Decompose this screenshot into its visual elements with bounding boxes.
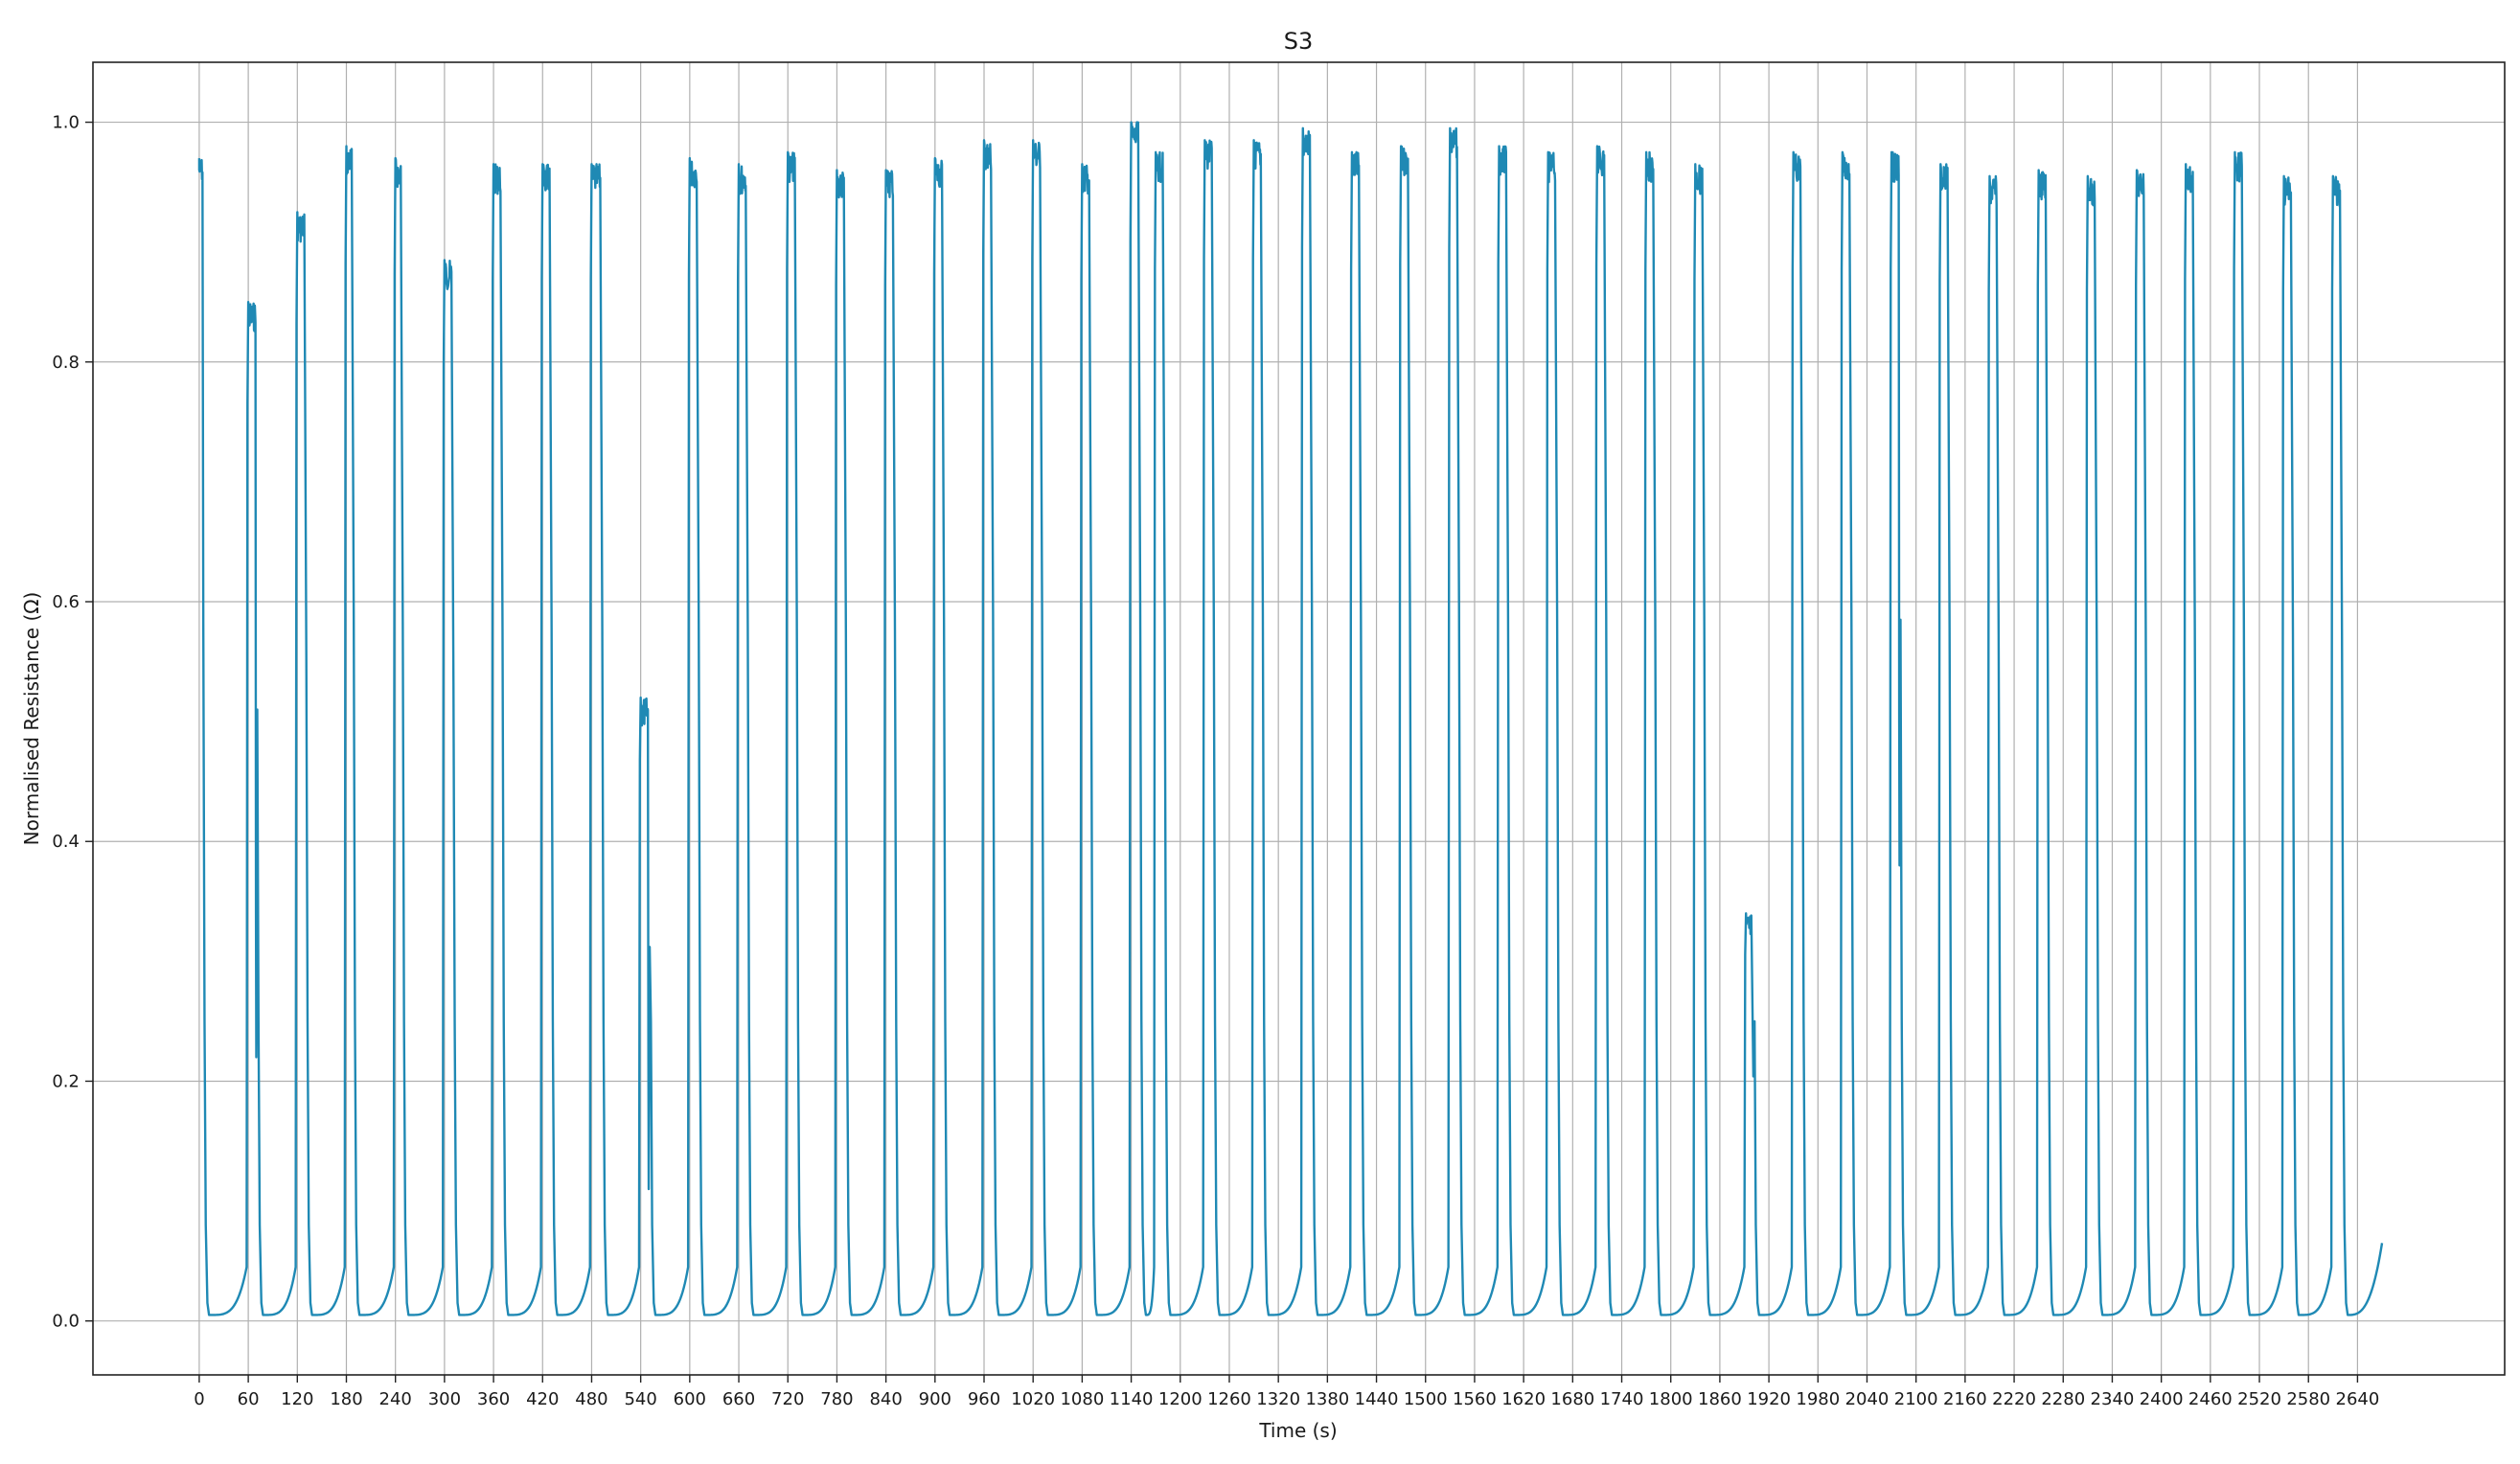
x-tick-label: 2580 <box>2286 1389 2330 1409</box>
data-layer <box>197 121 2384 1316</box>
y-tick-label: 1.0 <box>52 113 80 133</box>
x-tick-label: 60 <box>238 1389 260 1409</box>
y-tick-label: 0.8 <box>52 353 80 373</box>
x-tick-label: 2520 <box>2237 1389 2281 1409</box>
x-tick-label: 1620 <box>1501 1389 1546 1409</box>
x-tick-label: 2340 <box>2091 1389 2135 1409</box>
x-tick-label: 1440 <box>1355 1389 1399 1409</box>
y-tick-label: 0.6 <box>52 592 80 612</box>
y-axis-ticks: 0.0 0.2 0.4 0.6 0.8 1.0 <box>52 113 93 1332</box>
x-tick-label: 960 <box>968 1389 1000 1409</box>
x-tick-label: 720 <box>771 1389 804 1409</box>
x-tick-label: 1380 <box>1305 1389 1349 1409</box>
series-line <box>197 121 2384 1316</box>
x-tick-label: 480 <box>575 1389 607 1409</box>
x-tick-label: 780 <box>820 1389 853 1409</box>
x-tick-label: 2160 <box>1943 1389 1987 1409</box>
x-tick-label: 180 <box>330 1389 362 1409</box>
x-tick-label: 240 <box>379 1389 412 1409</box>
x-tick-label: 2400 <box>2140 1389 2184 1409</box>
x-tick-label: 660 <box>722 1389 755 1409</box>
x-tick-label: 1560 <box>1453 1389 1497 1409</box>
y-axis-label: Normalised Resistance (Ω) <box>20 592 43 846</box>
x-tick-label: 1920 <box>1747 1389 1791 1409</box>
x-tick-label: 120 <box>281 1389 313 1409</box>
x-tick-label: 2640 <box>2336 1389 2380 1409</box>
x-tick-label: 1320 <box>1256 1389 1300 1409</box>
x-tick-label: 2280 <box>2041 1389 2085 1409</box>
x-tick-label: 360 <box>477 1389 510 1409</box>
x-axis-label: Time (s) <box>1258 1419 1337 1442</box>
x-axis-ticks: 0 60 120 180 240 300 360 420 480 540 600 660 720 780 8… <box>194 1375 2379 1409</box>
x-tick-label: 1800 <box>1649 1389 1693 1409</box>
x-tick-label: 2460 <box>2188 1389 2233 1409</box>
x-tick-label: 2220 <box>1992 1389 2036 1409</box>
chart-title: S3 <box>1284 28 1314 55</box>
x-tick-label: 1500 <box>1404 1389 1448 1409</box>
x-tick-label: 1200 <box>1158 1389 1203 1409</box>
x-tick-label: 300 <box>428 1389 461 1409</box>
x-tick-label: 1140 <box>1110 1389 1154 1409</box>
y-tick-label: 0.4 <box>52 832 80 852</box>
y-tick-label: 0.2 <box>52 1071 80 1091</box>
x-tick-label: 1980 <box>1796 1389 1840 1409</box>
x-tick-label: 1740 <box>1600 1389 1644 1409</box>
x-tick-label: 1080 <box>1060 1389 1104 1409</box>
x-tick-label: 840 <box>869 1389 902 1409</box>
x-tick-label: 2100 <box>1894 1389 1938 1409</box>
x-tick-label: 900 <box>919 1389 951 1409</box>
x-tick-label: 600 <box>674 1389 706 1409</box>
x-tick-label: 1020 <box>1011 1389 1055 1409</box>
x-tick-label: 420 <box>526 1389 559 1409</box>
x-tick-label: 0 <box>194 1389 204 1409</box>
x-tick-label: 1680 <box>1550 1389 1594 1409</box>
x-tick-label: 1260 <box>1207 1389 1251 1409</box>
x-tick-label: 1860 <box>1698 1389 1742 1409</box>
x-tick-label: 2040 <box>1845 1389 1890 1409</box>
y-tick-label: 0.0 <box>52 1312 80 1332</box>
plot-frame <box>92 61 2506 1376</box>
plot-background <box>93 62 2505 1375</box>
x-tick-label: 540 <box>624 1389 656 1409</box>
